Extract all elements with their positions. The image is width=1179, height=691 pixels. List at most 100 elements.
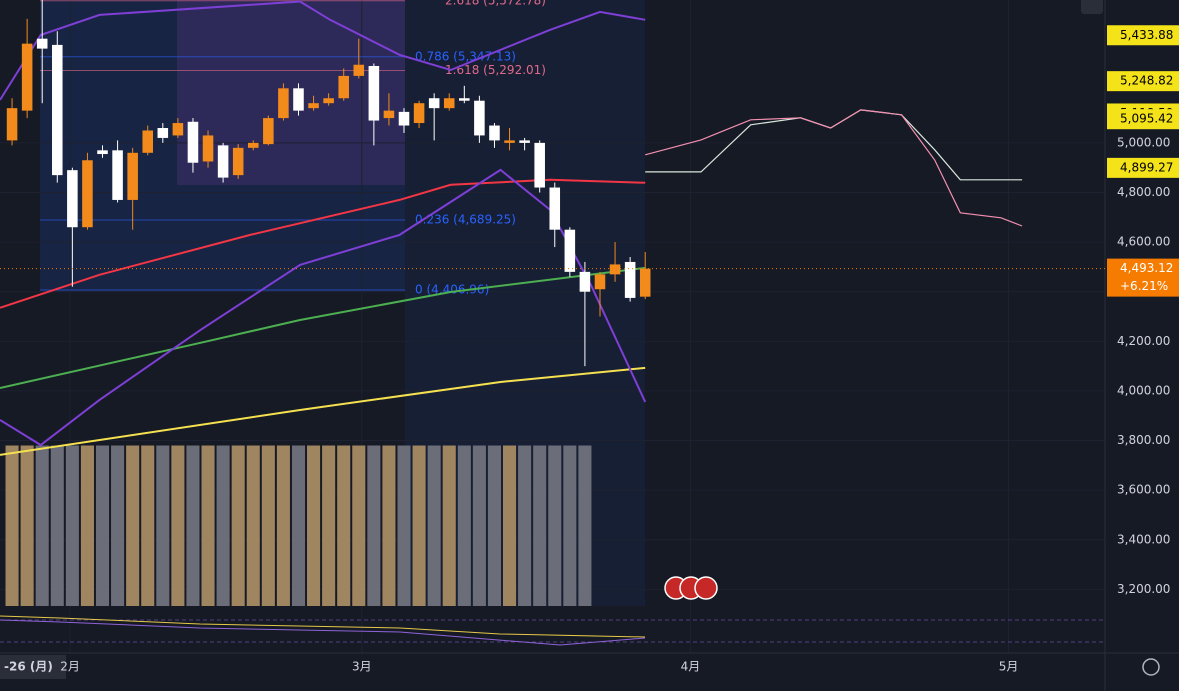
change-badge: +6.21% — [1120, 279, 1168, 293]
indicator-line — [0, 178, 646, 309]
candle-body — [443, 98, 455, 109]
fib-label: 1.618 (5,292.01) — [445, 63, 546, 77]
volume-bar — [231, 445, 245, 606]
x-tick-label: 2月 — [60, 660, 80, 674]
candle-body — [127, 152, 138, 200]
volume-bar — [111, 445, 125, 606]
candle-body — [338, 75, 349, 99]
volume-bar — [563, 445, 577, 606]
candle-body — [428, 98, 440, 109]
candle-body — [323, 98, 334, 104]
volume-bar — [412, 445, 426, 606]
volume-bar — [201, 445, 215, 606]
volume-bar — [5, 445, 19, 606]
y-tick-label: 4,200.00 — [1117, 334, 1170, 348]
volume-bar — [80, 445, 94, 606]
volume-bar — [141, 445, 155, 606]
volume-bar — [322, 445, 336, 606]
fib-zone — [177, 0, 405, 185]
volume-bar — [65, 445, 79, 606]
volume-bar — [126, 445, 140, 606]
volume-bar — [352, 445, 366, 606]
y-tick-label: 3,200.00 — [1117, 582, 1170, 596]
candle-body — [247, 142, 259, 148]
candle-body — [459, 98, 470, 101]
plot: 2.618 (5,572.78) 0.786 (5,347.13)1.618 (5… — [0, 0, 1023, 606]
price-badge-bg — [1107, 25, 1179, 46]
candle-body — [609, 264, 621, 275]
indicator-line — [645, 109, 1023, 227]
volume-bar — [291, 445, 306, 606]
price-badge: 5,248.82 — [1120, 74, 1173, 88]
candle-body — [202, 135, 214, 162]
candle-body — [594, 274, 606, 290]
candle-body — [142, 130, 154, 153]
candle-body — [36, 38, 48, 49]
price-badge-bg — [1107, 109, 1179, 130]
price-badge: 5,095.42 — [1120, 112, 1173, 126]
volume-bar — [95, 445, 110, 606]
volume-bar — [548, 445, 562, 606]
candle-body — [217, 145, 229, 178]
candle-body — [398, 111, 410, 126]
volume-bar — [518, 445, 532, 606]
candle-body — [368, 65, 380, 121]
fib-label: 2.618 (5,572.78) — [445, 0, 546, 7]
candle-body — [112, 150, 123, 200]
x-tick-label: 5月 — [999, 660, 1019, 674]
candle-body — [383, 110, 395, 119]
date-badge-bg — [0, 655, 66, 679]
event-icons — [664, 576, 718, 600]
candle-body — [157, 127, 169, 138]
volume-bar — [261, 445, 275, 606]
volume-bar — [216, 445, 230, 606]
candle-body — [172, 123, 184, 136]
y-tick-label: 3,400.00 — [1117, 532, 1170, 546]
fib-label: 0.786 (5,347.13) — [415, 49, 516, 63]
candle-body — [504, 140, 515, 143]
volume-bar — [382, 445, 396, 606]
candle-body — [21, 43, 33, 111]
current-badge: 4,493.12 — [1120, 261, 1173, 275]
price-badge: 4,899.27 — [1120, 160, 1173, 174]
volume-bar — [35, 445, 49, 606]
volume-bar — [20, 445, 34, 606]
candle-body — [489, 125, 500, 141]
candle-body — [413, 103, 425, 124]
candle-body — [67, 170, 78, 228]
volume-bar — [171, 445, 185, 606]
fib-label: 0.236 (4,689.25) — [415, 212, 516, 226]
volume-bar — [367, 445, 381, 606]
fib-label: 0 (4,406.96) — [415, 282, 489, 296]
candle-body — [6, 108, 18, 141]
volume-bar — [50, 445, 64, 606]
candle-body — [474, 100, 485, 136]
volume-bar — [487, 445, 501, 606]
volume-bar — [427, 445, 441, 606]
candle-body — [52, 44, 63, 176]
volume-bar — [307, 445, 321, 606]
candle-body — [579, 271, 591, 292]
candle-body — [549, 187, 561, 230]
volume-bar — [397, 445, 411, 606]
settings-button[interactable] — [1142, 658, 1160, 676]
volume-bar — [457, 445, 471, 606]
volume-bar — [472, 445, 486, 606]
volume-bar — [502, 445, 517, 606]
price-badge: 5,433.88 — [1120, 28, 1173, 42]
current-badge-bg — [1107, 258, 1179, 297]
y-tick-label: 5,000.00 — [1117, 135, 1170, 149]
candle-body — [353, 64, 365, 76]
date-badge: -26 (月) — [4, 660, 53, 674]
y-tick-label: 4,000.00 — [1117, 383, 1170, 397]
event-icon — [694, 576, 718, 600]
volume-bar — [246, 445, 260, 606]
indicator-line — [0, 0, 646, 101]
osc-line — [0, 615, 646, 638]
candle-body — [624, 261, 636, 298]
candle-body — [534, 142, 545, 188]
y-tick-label: 4,800.00 — [1117, 185, 1170, 199]
add-button[interactable] — [1081, 0, 1103, 14]
